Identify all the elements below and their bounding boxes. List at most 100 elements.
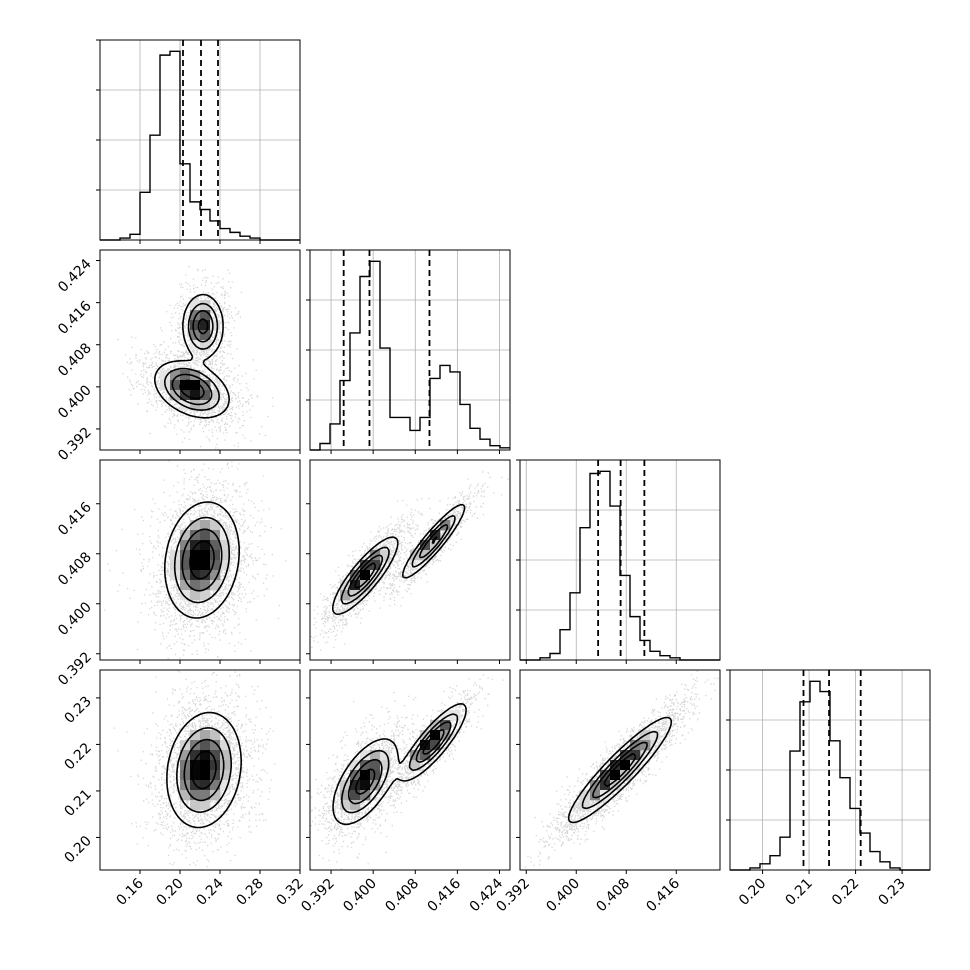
contour-line xyxy=(347,721,452,805)
density-cell xyxy=(160,370,171,381)
contour-line xyxy=(347,523,449,597)
density-cell xyxy=(210,730,221,741)
density-cell xyxy=(350,760,361,771)
density-cell xyxy=(340,800,351,811)
y-tick-label: 0.408 xyxy=(55,340,95,380)
density-cell xyxy=(200,800,211,811)
contour-line xyxy=(189,540,215,580)
density-cell xyxy=(220,560,231,571)
density-cell xyxy=(200,790,211,801)
contour-line xyxy=(179,318,209,400)
density-cell xyxy=(200,770,211,781)
density-cell xyxy=(360,580,371,591)
scatter-points xyxy=(310,674,504,870)
density-cell xyxy=(200,400,211,411)
x-tick-label: 0.23 xyxy=(876,876,909,909)
density-cell xyxy=(380,750,391,761)
density-cell xyxy=(210,750,221,761)
density-cell xyxy=(200,320,211,331)
density-cell xyxy=(360,770,371,781)
density-cell xyxy=(210,520,221,531)
density-cell xyxy=(180,550,191,561)
density-cell xyxy=(370,750,381,761)
panel-frame-3-2 xyxy=(519,669,721,871)
contour-line xyxy=(176,727,232,813)
density-cell xyxy=(430,530,441,541)
contour-line xyxy=(166,711,242,829)
density-cell xyxy=(350,800,361,811)
density-cell xyxy=(190,550,201,561)
contour-line xyxy=(354,536,438,589)
density-cell xyxy=(220,750,231,761)
histogram-4 xyxy=(730,680,930,871)
x-tick-label: 0.24 xyxy=(193,875,226,908)
density-cell xyxy=(580,790,591,801)
density-cell xyxy=(220,540,231,551)
y-tick-label: 0.416 xyxy=(55,298,95,338)
contour-line xyxy=(181,528,223,592)
density-cell xyxy=(210,540,221,551)
panel-frame-1-0 xyxy=(99,249,301,451)
density-cell xyxy=(380,760,391,771)
density-cell xyxy=(200,780,211,791)
density-cell xyxy=(200,570,211,581)
density-cell xyxy=(580,800,591,811)
pair-panel-2-1 xyxy=(310,471,509,651)
density-cell xyxy=(200,540,211,551)
panel-frame-3-1 xyxy=(309,669,511,871)
pair-panel-2-0 xyxy=(104,460,287,660)
pair-panel-3-2 xyxy=(524,670,719,870)
density-cell xyxy=(200,330,211,341)
density-cell xyxy=(650,730,661,741)
x-tick-label: 0.21 xyxy=(783,876,816,909)
x-tick-label: 0.22 xyxy=(829,876,862,909)
contour-line xyxy=(183,738,225,802)
density-cell xyxy=(430,740,441,751)
density-cell xyxy=(360,790,371,801)
contour-line xyxy=(567,716,673,824)
y-tick-label: 0.408 xyxy=(55,549,95,589)
density-cell xyxy=(200,300,211,311)
density-cell xyxy=(200,560,211,571)
scatter-points xyxy=(310,471,509,651)
y-tick-label: 0.23 xyxy=(61,693,94,726)
density-cell xyxy=(210,740,221,751)
density-cell xyxy=(190,530,201,541)
density-cell xyxy=(190,520,201,531)
density-cell xyxy=(420,740,431,751)
contour-line xyxy=(341,713,459,814)
density-cell xyxy=(200,740,211,751)
density-cell xyxy=(220,740,231,751)
histogram-2 xyxy=(310,260,510,451)
x-tick-label: 0.416 xyxy=(643,875,683,915)
density-cell xyxy=(200,340,211,351)
density-cell xyxy=(410,750,421,761)
density-cell xyxy=(360,760,371,771)
panel-frame-2-1 xyxy=(309,459,511,661)
density-cell xyxy=(190,570,201,581)
density-cell xyxy=(180,770,191,781)
contour-line xyxy=(592,741,648,799)
density-cell xyxy=(590,790,601,801)
density-cell xyxy=(190,390,201,401)
density-cell xyxy=(190,750,201,761)
density-cell xyxy=(610,770,621,781)
contour-line xyxy=(355,728,445,795)
density-cell xyxy=(610,760,621,771)
y-tick-label: 0.21 xyxy=(61,786,94,819)
density-cell xyxy=(190,380,201,391)
density-cell xyxy=(180,540,191,551)
density-cell xyxy=(220,530,231,541)
density-cell xyxy=(350,780,361,791)
pair-panel-3-0 xyxy=(113,670,276,868)
x-tick-label: 0.28 xyxy=(233,876,266,909)
density-cell xyxy=(370,780,381,791)
density-cell xyxy=(380,550,391,561)
density-cell xyxy=(200,760,211,771)
density-cell xyxy=(410,760,421,771)
contour-line xyxy=(171,309,214,406)
density-cell xyxy=(210,390,221,401)
density-cell xyxy=(590,780,601,791)
y-tick-label: 0.22 xyxy=(61,740,94,773)
